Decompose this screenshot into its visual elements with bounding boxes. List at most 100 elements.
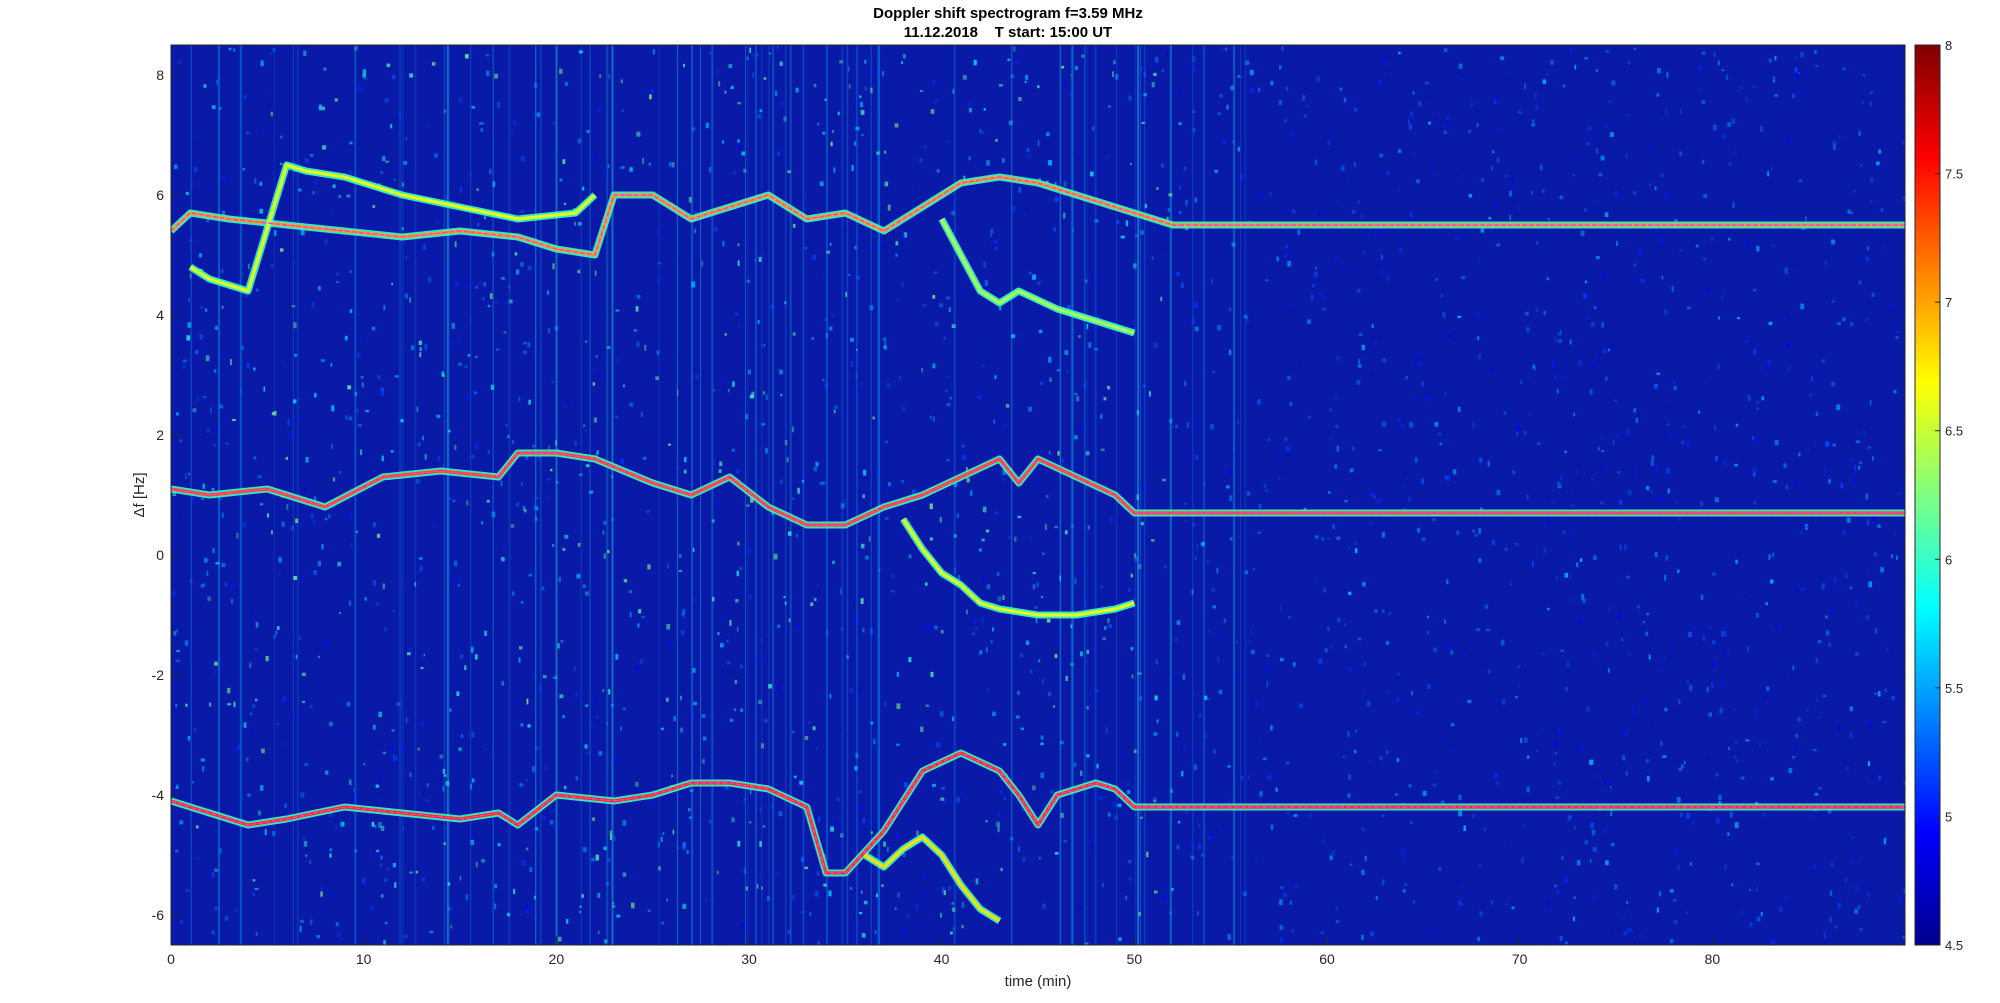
noise-speck	[1305, 105, 1309, 108]
noise-speck	[850, 337, 854, 342]
noise-speck	[376, 533, 381, 538]
noise-speck	[188, 472, 190, 475]
noise-speck	[295, 654, 298, 659]
noise-speck	[916, 904, 918, 911]
noise-speck	[870, 721, 873, 725]
noise-speck	[1660, 237, 1665, 244]
noise-speck	[1285, 245, 1288, 249]
noise-speck	[943, 337, 946, 340]
noise-speck	[1742, 593, 1746, 599]
noise-speck	[196, 396, 199, 402]
noise-speck	[249, 662, 252, 668]
noise-speck	[1078, 426, 1082, 430]
noise-speck	[1329, 408, 1332, 412]
noise-speck	[1700, 89, 1702, 94]
noise-speck	[416, 479, 420, 484]
noise-speck	[1195, 556, 1197, 560]
noise-speck	[1736, 759, 1739, 763]
noise-speck	[362, 69, 367, 75]
noise-speck	[1008, 120, 1013, 126]
noise-speck	[883, 241, 886, 248]
noise-speck	[1768, 321, 1773, 326]
noise-speck	[563, 202, 567, 205]
noise-speck	[501, 681, 505, 686]
noise-speck	[199, 334, 203, 340]
noise-speck	[1171, 888, 1174, 891]
noise-speck	[792, 731, 795, 734]
noise-speck	[856, 275, 861, 280]
noise-speck	[764, 654, 767, 660]
noise-speck	[551, 155, 554, 159]
noise-speck	[1219, 633, 1223, 640]
noise-speck	[574, 441, 577, 446]
noise-speck	[456, 579, 459, 586]
noise-speck	[1244, 570, 1248, 575]
noise-speck	[758, 257, 762, 262]
noise-speck	[1799, 179, 1802, 182]
noise-speck	[536, 497, 539, 500]
noise-speck	[792, 332, 796, 336]
noise-speck	[311, 513, 313, 519]
noise-speck	[1561, 855, 1564, 860]
noise-speck	[1055, 852, 1059, 855]
noise-speck	[428, 276, 432, 283]
noise-speck	[1603, 349, 1607, 353]
noise-speck	[1885, 647, 1889, 652]
noise-speck	[286, 504, 289, 510]
noise-speck	[1731, 118, 1736, 124]
noise-speck	[906, 914, 910, 918]
noise-speck	[527, 724, 531, 728]
noise-speck	[1704, 379, 1706, 382]
noise-speck	[981, 131, 984, 135]
noise-speck	[1416, 355, 1420, 360]
noise-speck	[378, 822, 382, 828]
noise-speck	[761, 422, 766, 426]
noise-speck	[662, 832, 665, 835]
noise-speck	[901, 282, 904, 287]
noise-speck	[1463, 825, 1466, 832]
noise-speck	[583, 584, 586, 588]
noise-speck	[904, 782, 908, 788]
noise-speck	[1650, 490, 1653, 493]
noise-speck	[1632, 468, 1634, 475]
noise-speck	[1648, 654, 1651, 660]
noise-speck	[1321, 307, 1326, 311]
noise-speck	[829, 693, 832, 699]
noise-speck	[762, 254, 765, 258]
noise-speck	[1770, 579, 1774, 584]
noise-speck	[457, 583, 460, 587]
noise-speck	[996, 572, 1000, 576]
noise-speck	[382, 751, 386, 755]
noise-speck	[629, 590, 632, 593]
noise-speck	[1745, 96, 1748, 102]
noise-speck	[951, 902, 954, 905]
noise-speck	[1731, 883, 1734, 887]
noise-speck	[497, 101, 500, 108]
noise-speck	[1048, 356, 1052, 363]
noise-speck	[815, 747, 818, 751]
noise-speck	[1374, 609, 1378, 613]
noise-speck	[1268, 438, 1270, 442]
noise-speck	[558, 936, 562, 942]
noise-speck	[1018, 846, 1021, 852]
noise-speck	[1831, 300, 1835, 303]
noise-speck	[1283, 892, 1287, 897]
noise-speck	[739, 567, 743, 570]
y-tick-label: 2	[156, 427, 164, 443]
noise-speck	[1425, 82, 1429, 85]
noise-speck	[424, 344, 427, 351]
noise-speck	[681, 611, 685, 617]
noise-speck	[185, 703, 188, 707]
noise-speck	[1127, 789, 1131, 795]
noise-speck	[932, 416, 935, 422]
noise-speck	[203, 84, 207, 88]
noise-speck	[1450, 723, 1455, 727]
noise-speck	[360, 335, 362, 342]
noise-speck	[1569, 573, 1572, 579]
noise-speck	[1760, 912, 1763, 917]
noise-speck	[968, 156, 971, 161]
noise-speck	[648, 162, 651, 166]
noise-speck	[1520, 380, 1522, 385]
noise-speck	[1156, 187, 1159, 190]
noise-speck	[1327, 537, 1331, 540]
